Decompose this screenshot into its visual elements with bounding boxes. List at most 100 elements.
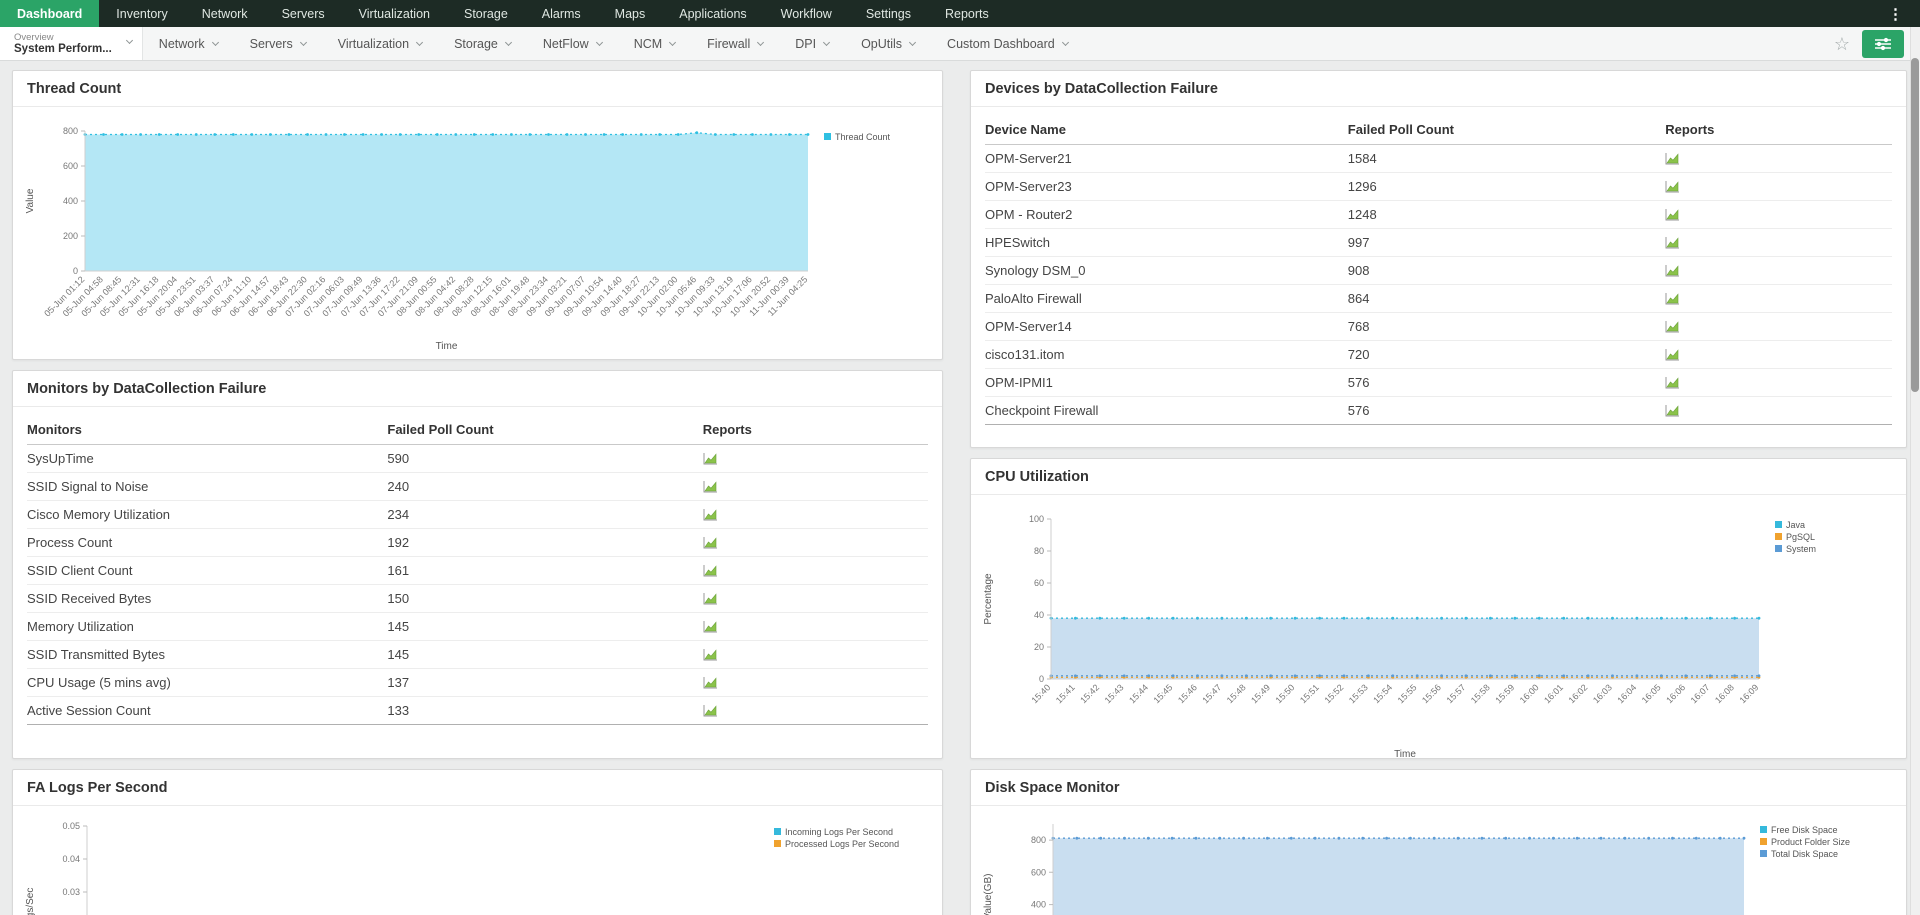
topnav-item-maps[interactable]: Maps [614, 6, 646, 21]
chevron-down-icon [595, 38, 603, 46]
cell-name: OPM-IPMI1 [985, 375, 1053, 390]
topnav-item-reports[interactable]: Reports [945, 6, 989, 21]
svg-text:15:41: 15:41 [1054, 682, 1077, 705]
report-link[interactable] [703, 592, 718, 605]
subnav-tab-virtualization[interactable]: Virtualization [322, 27, 438, 60]
subnav-tab-netflow[interactable]: NetFlow [527, 27, 618, 60]
table-row: HPESwitch 997 [985, 229, 1892, 257]
table-row: OPM - Router2 1248 [985, 201, 1892, 229]
topnav-item-servers[interactable]: Servers [281, 6, 325, 21]
cell-reports [1665, 208, 1892, 221]
subnav-tab-oputils[interactable]: OpUtils [845, 27, 931, 60]
scrollbar-track[interactable] [1910, 27, 1920, 915]
cell-name: SSID Client Count [27, 563, 133, 578]
dashboard-settings-button[interactable] [1862, 29, 1904, 58]
svg-text:System: System [1786, 544, 1816, 554]
topnav-item-network[interactable]: Network [201, 6, 248, 21]
subnav-tab-overview-system-performance[interactable]: Overview System Perform... [0, 27, 143, 60]
subnav-tab-ncm[interactable]: NCM [618, 27, 691, 60]
report-link[interactable] [1665, 236, 1680, 249]
cell-reports [703, 508, 928, 521]
cell-reports [703, 452, 928, 465]
subnav-tab-custom-dashboard[interactable]: Custom Dashboard [931, 27, 1084, 60]
cell-failed-poll-count: 590 [387, 451, 410, 466]
svg-text:40: 40 [1034, 610, 1044, 620]
subnav-tab-label: NCM [633, 36, 663, 51]
svg-text:Incoming Logs Per Second: Incoming Logs Per Second [785, 827, 893, 837]
svg-text:80: 80 [1034, 546, 1044, 556]
subnav-tab-dpi[interactable]: DPI [779, 27, 845, 60]
report-link[interactable] [1665, 292, 1680, 305]
report-link[interactable] [1665, 320, 1680, 333]
report-chart-icon [703, 509, 717, 521]
report-chart-icon [1665, 209, 1680, 221]
report-link[interactable] [703, 620, 718, 633]
topnav-item-storage[interactable]: Storage [463, 6, 508, 21]
report-chart-icon [703, 453, 717, 465]
cell-failed-poll-count: 864 [1347, 291, 1370, 306]
svg-text:60: 60 [1034, 578, 1044, 588]
report-link[interactable] [703, 676, 718, 689]
report-link[interactable] [703, 508, 718, 521]
svg-text:15:52: 15:52 [1322, 682, 1345, 705]
widget-title: FA Logs Per Second [13, 770, 942, 806]
cell-name: CPU Usage (5 mins avg) [27, 675, 171, 690]
cell-name: SSID Received Bytes [27, 591, 152, 606]
subnav-tab-storage[interactable]: Storage [438, 27, 527, 60]
fa-logs-chart: 00.010.020.030.040.0515:4015:4115:4215:4… [25, 821, 899, 915]
svg-text:Processed Logs Per Second: Processed Logs Per Second [785, 839, 899, 849]
chevron-down-icon [757, 38, 765, 46]
svg-text:20: 20 [1034, 642, 1044, 652]
svg-text:800: 800 [63, 126, 78, 136]
svg-text:Thread Count: Thread Count [835, 132, 891, 142]
cell-failed-poll-count: 997 [1347, 235, 1370, 250]
disk-space-widget: Disk Space Monitor 020040060080015:4015:… [970, 769, 1907, 915]
scrollbar-thumb[interactable] [1911, 58, 1919, 392]
svg-text:16:03: 16:03 [1591, 682, 1614, 705]
report-chart-icon [1665, 349, 1680, 361]
topnav-item-dashboard[interactable]: Dashboard [0, 0, 100, 27]
report-chart-icon [1665, 153, 1680, 165]
report-link[interactable] [1665, 208, 1680, 221]
report-link[interactable] [703, 480, 718, 493]
more-options-icon[interactable]: ⋮ [1888, 5, 1904, 23]
favorite-star-icon[interactable]: ☆ [1833, 33, 1850, 54]
report-link[interactable] [703, 536, 718, 549]
report-link[interactable] [1665, 264, 1680, 277]
svg-text:0.05: 0.05 [62, 821, 80, 831]
report-link[interactable] [703, 648, 718, 661]
svg-text:16:00: 16:00 [1518, 682, 1541, 705]
report-chart-icon [1665, 181, 1680, 193]
cell-name: SSID Signal to Noise [27, 479, 149, 494]
topnav-item-applications[interactable]: Applications [679, 6, 747, 21]
table-row: Memory Utilization 145 [27, 613, 928, 641]
subnav-tab-firewall[interactable]: Firewall [691, 27, 779, 60]
report-link[interactable] [1665, 348, 1680, 361]
topnav-item-workflow[interactable]: Workflow [780, 6, 832, 21]
svg-text:15:57: 15:57 [1444, 682, 1467, 705]
cell-reports [703, 592, 928, 605]
topnav-item-alarms[interactable]: Alarms [541, 6, 581, 21]
report-link[interactable] [1665, 404, 1680, 417]
cell-name: PaloAlto Firewall [985, 291, 1082, 306]
topnav-item-inventory[interactable]: Inventory [116, 6, 168, 21]
subnav-tab-network[interactable]: Network [143, 27, 234, 60]
svg-text:15:53: 15:53 [1347, 682, 1370, 705]
report-link[interactable] [703, 564, 718, 577]
column-header-reports: Reports [1665, 122, 1715, 137]
topnav-item-settings[interactable]: Settings [865, 6, 911, 21]
report-link[interactable] [1665, 376, 1680, 389]
report-link[interactable] [703, 704, 718, 717]
svg-text:Free Disk Space: Free Disk Space [1771, 825, 1838, 835]
topnav-item-virtualization[interactable]: Virtualization [358, 6, 430, 21]
cell-name: Active Session Count [27, 703, 151, 718]
cell-failed-poll-count: 240 [387, 479, 410, 494]
report-link[interactable] [703, 452, 718, 465]
report-link[interactable] [1665, 180, 1680, 193]
subnav-tab-servers[interactable]: Servers [234, 27, 322, 60]
svg-text:15:47: 15:47 [1200, 682, 1223, 705]
chevron-down-icon [416, 38, 424, 46]
svg-text:15:45: 15:45 [1152, 682, 1175, 705]
svg-text:15:43: 15:43 [1103, 682, 1126, 705]
report-link[interactable] [1665, 152, 1680, 165]
